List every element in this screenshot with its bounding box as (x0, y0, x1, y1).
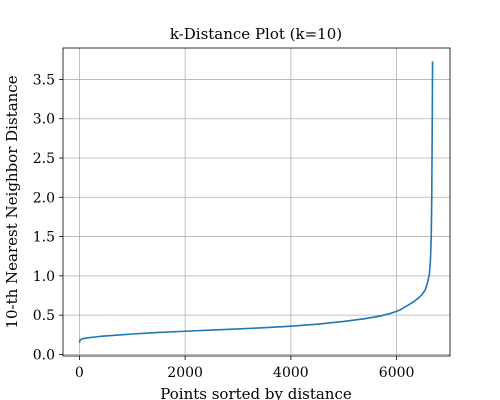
y-tick-label: 0.5 (33, 308, 55, 324)
plot-frame (62, 47, 451, 357)
plot-area (78, 61, 434, 343)
chart-title: k-Distance Plot (k=10) (170, 25, 342, 43)
x-axis-ticks: 0 2000 4000 6000 (75, 356, 414, 381)
y-axis-label: 10-th Nearest Neighbor Distance (3, 75, 21, 328)
y-tick-label: 1.5 (33, 230, 55, 246)
grid (63, 48, 450, 356)
y-tick-label: 1.0 (33, 269, 55, 285)
y-axis-ticks: 0.0 0.5 1.0 1.5 2.0 2.5 3.0 3.5 (33, 72, 63, 363)
x-tick-label: 0 (75, 365, 84, 381)
x-axis-label: Points sorted by distance (160, 385, 352, 400)
x-tick-label: 6000 (379, 365, 415, 381)
x-tick-label: 2000 (167, 365, 203, 381)
y-tick-label: 3.5 (33, 72, 55, 88)
series-line-0 (78, 61, 434, 343)
y-tick-label: 0.0 (33, 347, 55, 363)
axes (62, 47, 451, 357)
y-tick-label: 2.5 (33, 151, 55, 167)
y-tick-label: 2.0 (33, 190, 55, 206)
x-tick-label: 4000 (273, 365, 309, 381)
y-tick-label: 3.0 (33, 112, 55, 128)
